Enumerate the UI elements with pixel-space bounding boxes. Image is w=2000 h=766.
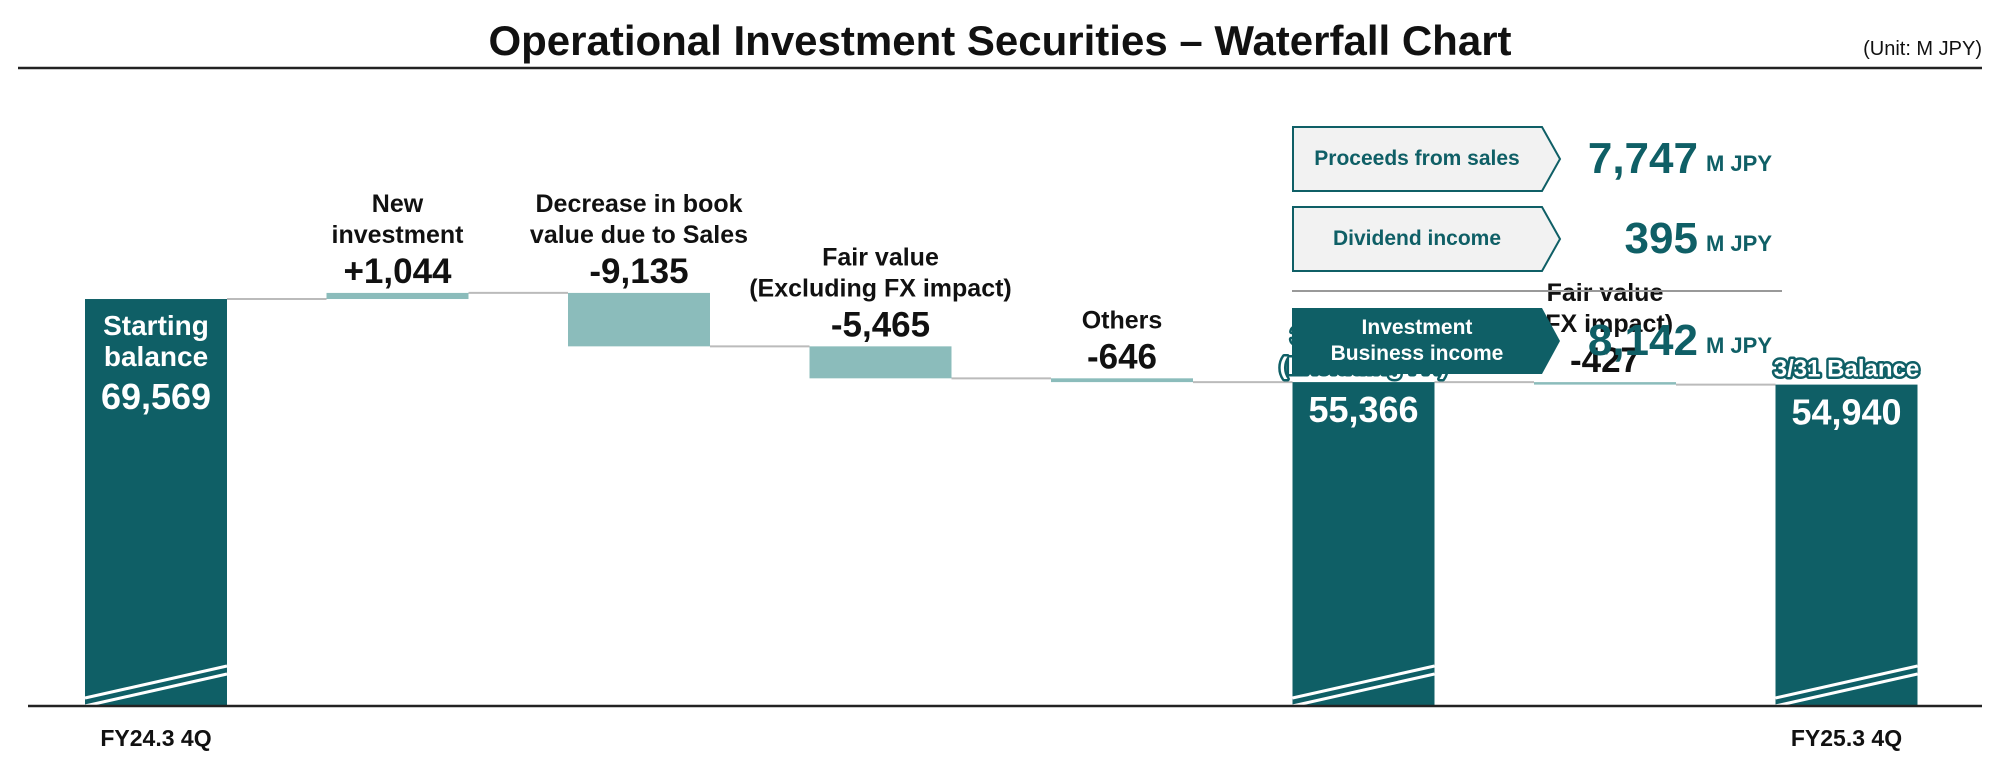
category-label: Others — [1082, 306, 1163, 334]
summary-unit-proceeds: M JPY — [1705, 151, 1772, 176]
axis-break-mark — [1775, 664, 1918, 700]
axis-break-mark — [1292, 672, 1435, 708]
summary-label-box: Dividend income — [1292, 206, 1562, 272]
total-value-label: 54,940 — [1791, 392, 1901, 433]
delta-value-label: -5,465 — [831, 305, 930, 344]
chevron-label-shape — [1292, 206, 1562, 272]
summary-row-dividend: Dividend income 395 M JPY — [1292, 206, 1792, 272]
bars-layer — [84, 291, 1918, 708]
summary-amount-business-income: 8,142 — [1587, 316, 1698, 365]
chart-title: Operational Investment Securities – Wate… — [488, 17, 1511, 64]
category-label: Fair value — [1547, 279, 1664, 307]
summary-label-box: Investment Business income — [1292, 308, 1562, 374]
delta-bar — [1534, 382, 1676, 385]
delta-bar — [809, 346, 952, 379]
total-bar — [1292, 382, 1435, 706]
summary-unit-dividend: M JPY — [1705, 231, 1772, 256]
total-bar — [1775, 384, 1918, 706]
category-label: (Excluding FX impact) — [749, 274, 1012, 302]
summary-amount-wrap: 395 M JPY — [1572, 206, 1772, 272]
delta-bar — [568, 292, 710, 347]
summary-amount-wrap: 7,747 M JPY — [1572, 126, 1772, 192]
x-tick-label: FY24.3 4Q — [100, 725, 211, 751]
axis-break-mark — [1292, 664, 1435, 700]
total-value-label: 69,569 — [101, 376, 211, 417]
axis-break-mark — [84, 664, 228, 700]
summary-row-proceeds: Proceeds from sales 7,747 M JPY — [1292, 126, 1792, 192]
x-tick-label: FY25.3 4Q — [1791, 725, 1902, 751]
summary-amount-wrap: 8,142 M JPY — [1572, 308, 1772, 374]
delta-value-label: -427 — [1570, 341, 1640, 380]
summary-unit-business-income: M JPY — [1705, 333, 1772, 358]
summary-label-proceeds: Proceeds from sales — [1314, 147, 1520, 170]
category-label: New — [372, 190, 424, 218]
category-label: (FX impact) — [1537, 310, 1673, 338]
chevron-label-shape — [1292, 308, 1560, 374]
total-value-label: 55,366 — [1308, 389, 1418, 430]
summary-row-business-income: Investment Business income 8,142 M JPY — [1292, 308, 1792, 374]
category-label: Decrease in book — [535, 190, 742, 218]
category-label: 3/31 Balance — [1774, 356, 1919, 383]
category-label: value due to Sales — [530, 221, 748, 249]
summary-divider — [1292, 290, 1782, 292]
delta-value-label: -646 — [1087, 337, 1157, 376]
category-label: Starting — [103, 310, 209, 341]
delta-value-label: +1,044 — [343, 252, 452, 291]
delta-value-label: -9,135 — [589, 252, 688, 291]
unit-label: (Unit: M JPY) — [1863, 38, 1982, 60]
category-label: Fair value — [822, 243, 939, 271]
income-summary-panel: Proceeds from sales 7,747 M JPY Dividend… — [1292, 126, 1792, 386]
total-bar — [85, 299, 227, 706]
axis-break-mark — [1775, 672, 1918, 708]
summary-label-box: Proceeds from sales — [1292, 126, 1562, 192]
summary-amount-dividend: 395 — [1624, 214, 1698, 263]
summary-label-line-1: Investment — [1361, 316, 1473, 339]
summary-label-dividend: Dividend income — [1332, 227, 1502, 250]
category-label: balance — [104, 341, 208, 372]
delta-bar — [1051, 378, 1193, 383]
summary-label-business-income: Investment Business income — [1292, 308, 1542, 374]
summary-label-line-2: Business income — [1330, 342, 1504, 365]
summary-amount-proceeds: 7,747 — [1587, 134, 1698, 183]
axis-break-mark — [84, 672, 228, 708]
delta-bar — [326, 292, 469, 300]
chevron-label-shape — [1292, 126, 1562, 192]
category-label: investment — [332, 221, 465, 249]
x-ticks-layer: FY24.3 4Q FY25.3 4Q — [100, 725, 1902, 751]
